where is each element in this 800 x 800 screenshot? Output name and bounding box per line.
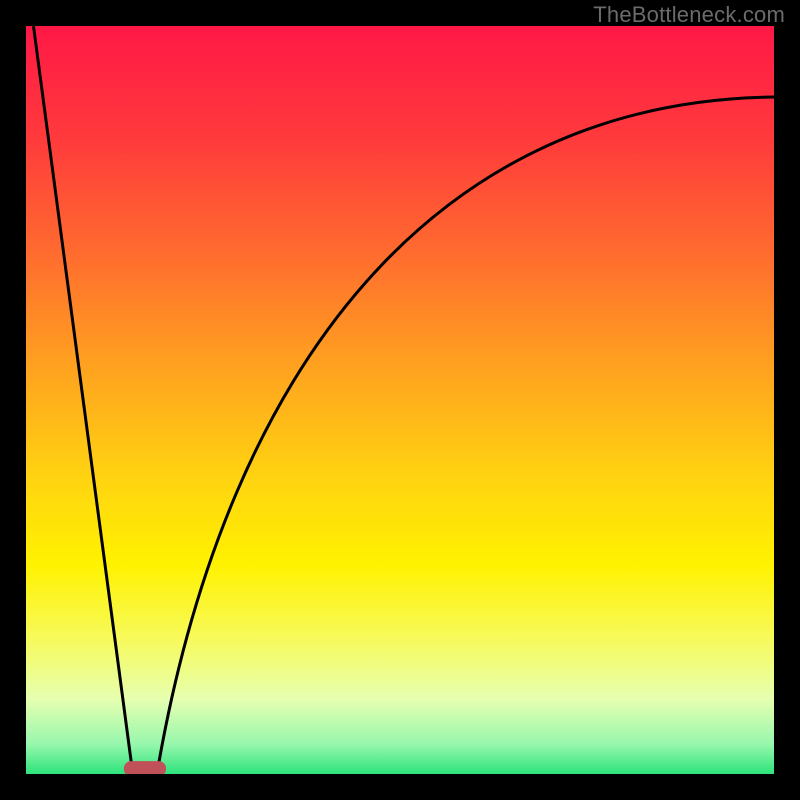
plot-area: [26, 26, 774, 774]
chart-svg: [26, 26, 774, 774]
optimal-marker: [124, 762, 165, 774]
chart-frame: TheBottleneck.com: [0, 0, 800, 800]
gradient-background: [26, 26, 774, 774]
watermark-text: TheBottleneck.com: [593, 2, 785, 28]
